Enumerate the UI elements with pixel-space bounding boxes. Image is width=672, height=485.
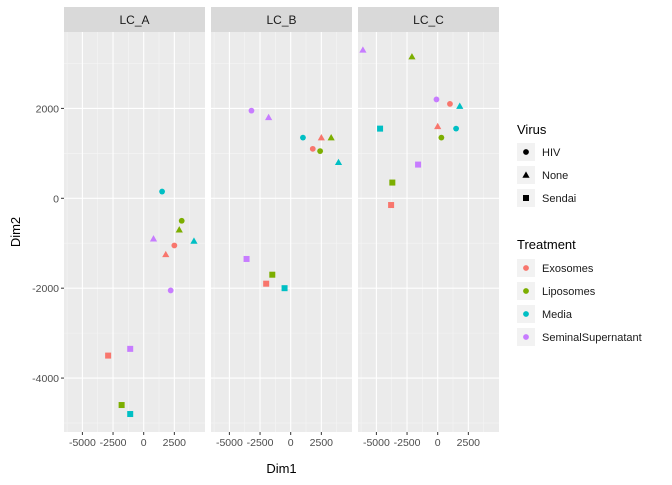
legend-key-square xyxy=(523,195,529,201)
data-point xyxy=(127,345,134,352)
data-point xyxy=(327,134,335,141)
data-point xyxy=(149,235,158,242)
data-point xyxy=(178,217,185,224)
panel-background xyxy=(64,32,205,432)
data-point xyxy=(389,179,396,186)
legend-key-color xyxy=(523,311,529,317)
legend-label: Exosomes xyxy=(542,263,594,275)
data-point xyxy=(388,202,395,209)
legend-label: Media xyxy=(542,309,573,321)
data-point xyxy=(438,134,445,141)
data-point xyxy=(359,46,367,53)
legend-virus-title: Virus xyxy=(517,122,547,137)
legend-key-color xyxy=(523,288,529,294)
x-tick-label: -2500 xyxy=(247,437,274,449)
x-tick-label: -5000 xyxy=(69,437,96,449)
data-point xyxy=(447,101,453,107)
x-tick-label: -5000 xyxy=(363,437,390,449)
data-point xyxy=(309,145,316,152)
y-tick-label: -4000 xyxy=(32,373,59,385)
data-point xyxy=(415,161,422,168)
facet-panel-lc-c: LC_C -5000 -2500 0 2500 xyxy=(358,7,499,449)
data-point xyxy=(127,411,134,418)
x-tick-label: 2500 xyxy=(457,437,481,449)
data-point xyxy=(167,287,174,294)
data-point xyxy=(317,134,325,141)
data-point xyxy=(265,113,273,121)
data-point xyxy=(300,134,306,141)
data-point xyxy=(263,280,270,287)
facet-panel-lc-b: LC_B -5000 -2500 0 2500 xyxy=(211,7,352,449)
data-point xyxy=(456,102,464,109)
data-point xyxy=(162,250,170,258)
legend-key-circle xyxy=(523,149,529,155)
facet-strip xyxy=(358,7,499,32)
y-tick-label: 2000 xyxy=(36,103,60,115)
data-point xyxy=(118,402,125,409)
facet-strip xyxy=(211,7,352,32)
x-tick-label: 0 xyxy=(288,437,294,449)
x-tick-label: 2500 xyxy=(163,437,187,449)
panel-background xyxy=(211,32,352,432)
y-tick-label: -2000 xyxy=(32,283,59,295)
x-tick-label: 0 xyxy=(141,437,147,449)
legend-key-color xyxy=(523,334,529,340)
data-point xyxy=(269,271,276,278)
data-point xyxy=(453,125,459,132)
data-point xyxy=(190,237,198,244)
data-point xyxy=(171,242,178,249)
x-tick-label: -2500 xyxy=(394,437,421,449)
x-tick-label: -5000 xyxy=(216,437,243,449)
legend-treatment: Treatment Exosomes Liposomes Media SeminalSu… xyxy=(517,237,642,346)
y-axis-title: Dim2 xyxy=(8,217,23,247)
data-point xyxy=(105,352,112,359)
panel-background xyxy=(358,32,499,432)
data-point xyxy=(434,122,442,130)
data-point xyxy=(377,125,384,132)
legend-key-triangle xyxy=(522,171,530,178)
legend-treatment-title: Treatment xyxy=(517,237,576,252)
data-point xyxy=(317,148,324,155)
legend-key-color xyxy=(523,265,529,271)
y-tick-label: 0 xyxy=(53,193,59,205)
legend-label: Liposomes xyxy=(542,286,596,298)
facet-strip xyxy=(64,7,205,32)
x-tick-label: 2500 xyxy=(310,437,334,449)
data-point xyxy=(334,158,343,166)
data-point xyxy=(243,255,250,262)
x-tick-label: -2500 xyxy=(100,437,127,449)
legend-label: SeminalSupernatant xyxy=(542,332,642,344)
facet-panel-lc-a: LC_A -5000 -2500 0 2500 xyxy=(64,7,205,449)
data-point xyxy=(248,107,255,114)
x-tick-label: 0 xyxy=(435,437,441,449)
facet-strip-label: LC_B xyxy=(266,13,296,27)
facet-strip-label: LC_A xyxy=(119,13,149,27)
legend-virus: Virus HIV None Sendai xyxy=(517,122,576,207)
legend-label: HIV xyxy=(542,147,561,159)
legend-label: None xyxy=(542,170,568,182)
data-point xyxy=(408,53,416,60)
x-axis-title: Dim1 xyxy=(266,461,296,476)
facet-strip-label: LC_C xyxy=(413,13,444,27)
data-point xyxy=(175,226,183,233)
data-point xyxy=(159,188,165,195)
data-point xyxy=(281,285,288,292)
legend-label: Sendai xyxy=(542,193,576,205)
data-point xyxy=(433,96,440,103)
